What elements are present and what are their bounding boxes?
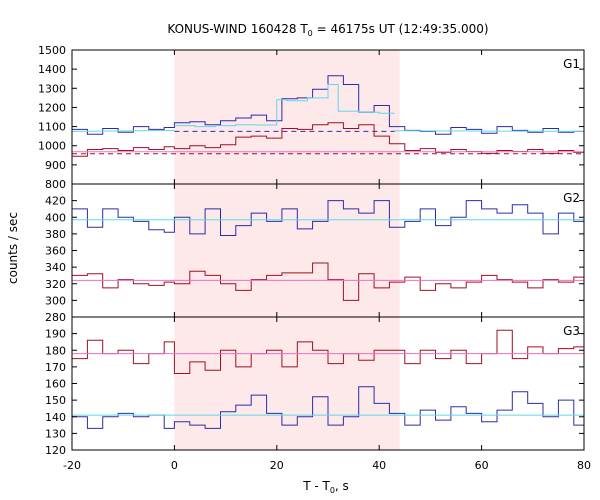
plot-area: 800900100011001200130014001500G128030032…: [38, 44, 591, 472]
series-g1-cyan-step-1: [174, 84, 395, 128]
y-tick-label-g3: 160: [45, 378, 66, 391]
y-tick-label-g1: 1000: [38, 140, 66, 153]
y-tick-label-g2: 380: [45, 228, 66, 241]
y-tick-label-g1: 1400: [38, 63, 66, 76]
y-tick-label-g3: 190: [45, 328, 66, 341]
x-axis-label: T - T0, s: [302, 479, 349, 495]
x-tick-label: -20: [63, 459, 81, 472]
y-tick-label-g3: 120: [45, 444, 66, 457]
series-g1-cyan-line-3: [394, 130, 584, 132]
y-tick-label-g2: 280: [45, 311, 66, 324]
y-tick-label-g2: 300: [45, 294, 66, 307]
y-tick-label-g3: 130: [45, 427, 66, 440]
x-tick-label: 60: [475, 459, 489, 472]
series-g2-red-step-2: [72, 262, 584, 301]
y-tick-label-g3: 140: [45, 411, 66, 424]
y-axis-label: counts / sec: [6, 212, 20, 284]
y-tick-label-g3: 170: [45, 361, 66, 374]
panel-label-g2: G2: [563, 191, 580, 205]
y-tick-label-g3: 180: [45, 344, 66, 357]
series-g1-blue-step-0: [72, 75, 584, 135]
y-tick-label-g2: 360: [45, 245, 66, 258]
series-g3-blue-step-2: [72, 386, 584, 429]
y-tick-label-g2: 340: [45, 261, 66, 274]
x-tick-label: 80: [577, 459, 591, 472]
y-tick-label-g2: 420: [45, 195, 66, 208]
x-tick-label: 20: [270, 459, 284, 472]
panel-label-g3: G3: [563, 324, 580, 338]
shaded-interval: [174, 50, 400, 450]
y-tick-label-g3: 150: [45, 394, 66, 407]
y-tick-label-g1: 1500: [38, 44, 66, 57]
series-g2-blue-step-0: [72, 200, 584, 236]
series-g1-cyan-line-2: [72, 129, 175, 132]
y-tick-label-g1: 900: [45, 159, 66, 172]
x-tick-label: 40: [372, 459, 386, 472]
y-tick-label-g1: 800: [45, 178, 66, 191]
y-tick-label-g2: 320: [45, 278, 66, 291]
y-tick-label-g1: 1200: [38, 101, 66, 114]
y-tick-label-g1: 1300: [38, 82, 66, 95]
y-tick-label-g1: 1100: [38, 121, 66, 134]
panel-g1: [72, 75, 584, 157]
y-tick-label-g2: 400: [45, 211, 66, 224]
panel-g2: [72, 200, 584, 301]
series-g1-red-step-5: [72, 122, 584, 157]
chart-title: KONUS-WIND 160428 T0 = 46175s UT (12:49:…: [167, 22, 488, 38]
x-tick-label: 0: [171, 459, 178, 472]
panel-g3: [72, 329, 584, 429]
panel-label-g1: G1: [563, 57, 580, 71]
